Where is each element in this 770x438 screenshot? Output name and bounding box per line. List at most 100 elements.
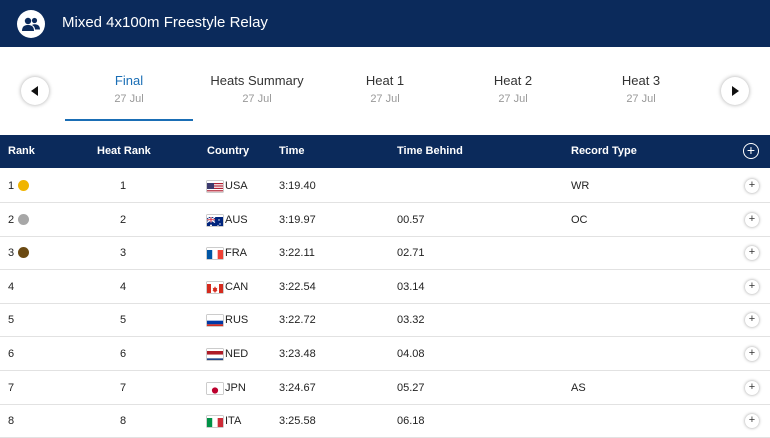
ned-flag-icon bbox=[207, 349, 223, 360]
table-row: 5 5 RUS 3:22.72 03.32 + bbox=[0, 303, 770, 338]
table-row: 6 6 NED 3:23.48 04.08 + bbox=[0, 337, 770, 371]
gold-medal-icon bbox=[18, 180, 30, 191]
rank-cell: 8 bbox=[8, 415, 14, 427]
time-cell: 3:19.40 bbox=[279, 180, 316, 192]
expand-row-plus-icon[interactable]: + bbox=[745, 279, 759, 294]
rank-cell: 6 bbox=[8, 348, 14, 360]
time-behind-cell: 06.18 bbox=[397, 415, 425, 428]
column-header-time: Time bbox=[279, 145, 305, 157]
rank-value: 2 bbox=[8, 213, 15, 226]
rank-value: 1 bbox=[8, 180, 15, 192]
expand-row-plus-icon[interactable]: + bbox=[745, 414, 759, 429]
usa-flag-icon bbox=[207, 181, 223, 192]
next-arrow-button[interactable] bbox=[721, 77, 749, 105]
record-type-cell: AS bbox=[571, 381, 586, 394]
expand-all-plus-icon[interactable]: + bbox=[743, 143, 759, 159]
tab-label: Heat 3 bbox=[621, 73, 661, 88]
rank-value: 8 bbox=[8, 415, 15, 428]
header-bar: Mixed 4x100m Freestyle Relay bbox=[0, 0, 770, 47]
silver-medal-icon bbox=[18, 213, 30, 225]
column-header-time-behind: Time Behind bbox=[397, 145, 463, 157]
time-behind-cell: 04.08 bbox=[397, 348, 425, 360]
expand-row-plus-icon[interactable]: + bbox=[745, 246, 759, 261]
tab-label: Heats Summary bbox=[210, 73, 304, 88]
team-icon bbox=[17, 10, 45, 38]
country-cell: RUS bbox=[225, 314, 249, 327]
heat-rank-cell: 8 bbox=[120, 415, 127, 428]
expand-row-plus-icon[interactable]: + bbox=[745, 212, 759, 227]
tab-date: 27 Jul bbox=[626, 93, 656, 105]
table-row: 7 7 JPN 3:24.67 05.27 AS + bbox=[0, 371, 770, 405]
expand-row-plus-icon[interactable]: + bbox=[745, 179, 759, 193]
rank-cell: 1 bbox=[8, 180, 30, 192]
time-cell: 3:25.58 bbox=[279, 415, 316, 428]
tab-date: 27 Jul bbox=[114, 93, 144, 105]
page-title: Mixed 4x100m Freestyle Relay bbox=[62, 14, 268, 31]
time-cell: 3:22.11 bbox=[279, 247, 315, 260]
round-tabs: Final 27 Jul Heats Summary 27 Jul Heat 1… bbox=[0, 47, 770, 135]
record-type-cell: OC bbox=[571, 213, 588, 226]
tab-heats-summary[interactable]: Heats Summary 27 Jul bbox=[193, 47, 321, 119]
time-cell: 3:19.97 bbox=[279, 213, 316, 226]
rus-flag-icon bbox=[207, 315, 223, 327]
expand-row-plus-icon[interactable]: + bbox=[745, 347, 759, 361]
column-header-country: Country bbox=[207, 145, 250, 157]
rank-cell: 4 bbox=[8, 281, 14, 293]
time-cell: 3:22.72 bbox=[279, 314, 316, 327]
heat-rank-cell: 1 bbox=[120, 180, 127, 192]
time-cell: 3:24.67 bbox=[279, 381, 316, 394]
prev-arrow-button[interactable] bbox=[21, 77, 49, 105]
expand-row-plus-icon[interactable]: + bbox=[745, 380, 759, 395]
tab-label: Heat 1 bbox=[365, 73, 405, 88]
rank-value: 6 bbox=[8, 348, 15, 360]
heat-rank-cell: 5 bbox=[120, 314, 127, 327]
time-behind-cell: 03.14 bbox=[397, 280, 425, 293]
jpn-flag-icon bbox=[207, 383, 223, 394]
aus-flag-icon bbox=[207, 215, 223, 226]
heat-rank-cell: 6 bbox=[120, 348, 127, 360]
chevron-left-icon bbox=[31, 86, 38, 96]
can-flag-icon bbox=[207, 282, 223, 293]
country-cell: USA bbox=[225, 180, 248, 192]
country-cell: FRA bbox=[225, 247, 247, 260]
heat-rank-cell: 7 bbox=[120, 381, 127, 394]
table-row: 2 2 AUS 3:19.97 00.57 OC + bbox=[0, 203, 770, 237]
table-row: 1 1 USA 3:19.40 WR + bbox=[0, 169, 770, 203]
time-behind-cell: 00.57 bbox=[397, 213, 425, 226]
column-header-rank: Rank bbox=[8, 145, 35, 157]
tab-heat-3[interactable]: Heat 3 27 Jul bbox=[577, 47, 705, 119]
column-header-record-type: Record Type bbox=[571, 145, 637, 157]
country-cell: ITA bbox=[225, 415, 242, 428]
bronze-medal-icon bbox=[18, 247, 30, 259]
rank-value: 4 bbox=[8, 280, 15, 293]
chevron-right-icon bbox=[732, 86, 739, 96]
results-table-header: Rank Heat Rank Country Time Time Behind … bbox=[0, 135, 770, 168]
rank-value: 7 bbox=[8, 381, 15, 394]
rank-value: 5 bbox=[8, 314, 15, 327]
country-cell: CAN bbox=[225, 280, 249, 293]
rank-cell: 5 bbox=[8, 314, 14, 326]
heat-rank-cell: 4 bbox=[120, 280, 127, 293]
rank-cell: 3 bbox=[8, 247, 30, 259]
time-behind-cell: 05.27 bbox=[397, 381, 425, 394]
time-cell: 3:23.48 bbox=[279, 348, 316, 360]
time-cell: 3:22.54 bbox=[279, 280, 316, 293]
tab-heat-2[interactable]: Heat 2 27 Jul bbox=[449, 47, 577, 119]
country-cell: JPN bbox=[225, 381, 246, 394]
tab-final[interactable]: Final 27 Jul bbox=[65, 47, 193, 121]
tab-label: Heat 2 bbox=[493, 73, 533, 88]
heat-rank-cell: 3 bbox=[120, 247, 127, 260]
column-header-heat-rank: Heat Rank bbox=[97, 145, 151, 157]
country-cell: AUS bbox=[225, 213, 248, 226]
fra-flag-icon bbox=[207, 248, 223, 260]
country-cell: NED bbox=[225, 348, 249, 360]
tab-date: 27 Jul bbox=[370, 93, 400, 105]
table-row: 8 8 ITA 3:25.58 06.18 + bbox=[0, 404, 770, 438]
expand-row-plus-icon[interactable]: + bbox=[745, 313, 759, 328]
tab-heat-1[interactable]: Heat 1 27 Jul bbox=[321, 47, 449, 119]
ita-flag-icon bbox=[207, 416, 223, 428]
table-row: 3 3 FRA 3:22.11 02.71 + bbox=[0, 236, 770, 271]
table-row: 4 4 CAN 3:22.54 03.14 + bbox=[0, 270, 770, 304]
tab-date: 27 Jul bbox=[498, 93, 528, 105]
time-behind-cell: 02.71 bbox=[397, 247, 425, 260]
